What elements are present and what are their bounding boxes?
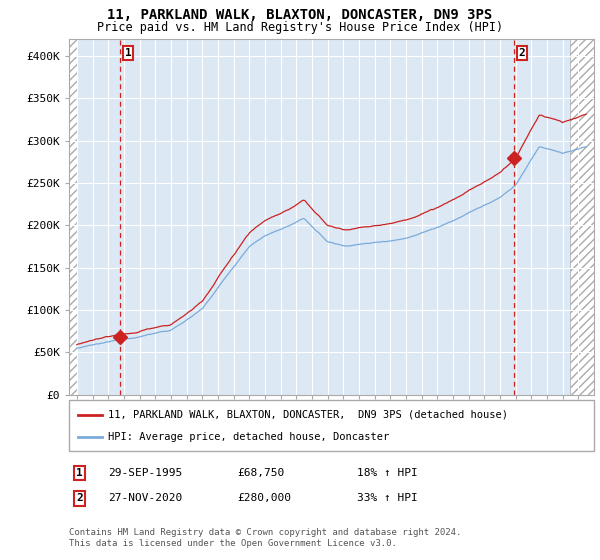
Text: £280,000: £280,000 [237,493,291,503]
Text: 1: 1 [76,468,83,478]
Text: 11, PARKLAND WALK, BLAXTON, DONCASTER, DN9 3PS: 11, PARKLAND WALK, BLAXTON, DONCASTER, D… [107,8,493,22]
Text: 2: 2 [519,48,526,58]
Text: Price paid vs. HM Land Registry's House Price Index (HPI): Price paid vs. HM Land Registry's House … [97,21,503,34]
Bar [571,39,594,395]
Text: Contains HM Land Registry data © Crown copyright and database right 2024.
This d: Contains HM Land Registry data © Crown c… [69,528,461,548]
Text: 29-SEP-1995: 29-SEP-1995 [108,468,182,478]
Text: HPI: Average price, detached house, Doncaster: HPI: Average price, detached house, Donc… [108,432,389,442]
Text: 18% ↑ HPI: 18% ↑ HPI [357,468,418,478]
Text: 2: 2 [76,493,83,503]
Text: £68,750: £68,750 [237,468,284,478]
Text: 11, PARKLAND WALK, BLAXTON, DONCASTER,  DN9 3PS (detached house): 11, PARKLAND WALK, BLAXTON, DONCASTER, D… [108,409,508,419]
Text: 27-NOV-2020: 27-NOV-2020 [108,493,182,503]
Text: 33% ↑ HPI: 33% ↑ HPI [357,493,418,503]
Text: 1: 1 [125,48,131,58]
Bar [69,39,77,395]
